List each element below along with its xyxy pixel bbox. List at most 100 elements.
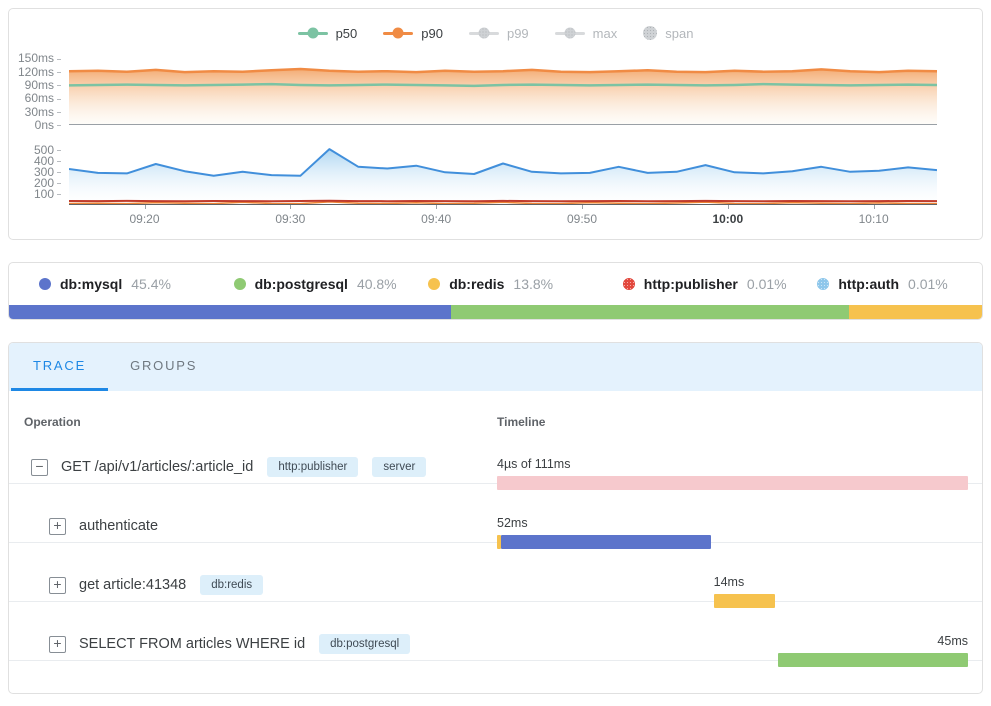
trace-rows: − GET /api/v1/articles/:article_id http:pu…	[9, 445, 982, 681]
distribution-dot-icon	[233, 278, 246, 290]
distribution-value: 13.8%	[513, 276, 554, 292]
y-axis-tick-label: 100	[34, 187, 61, 201]
y-axis-tick-label: 120ms	[18, 65, 61, 79]
duration-label: 4µs of 111ms	[497, 457, 571, 471]
legend-dot-icon	[643, 26, 658, 40]
tab-bar: TRACE GROUPS	[9, 343, 982, 391]
x-axis-tick-label: 09:50	[566, 212, 597, 226]
x-axis-tick-mark	[144, 205, 146, 209]
span-bar-segment[interactable]	[713, 594, 775, 608]
distribution-label: db:postgresql	[254, 276, 348, 292]
distribution-item-db:redis[interactable]: db:redis 13.8%	[398, 276, 593, 292]
timeline-cell: 14ms	[497, 563, 968, 622]
distribution-dot-icon	[622, 278, 635, 290]
latency-y-axis: 150ms 120ms 90ms 60ms 30ms 0ns	[9, 51, 61, 132]
chart-legend: p50 p90 p99 max span	[9, 21, 982, 45]
distribution-item-http:publisher[interactable]: http:publisher 0.01%	[593, 276, 788, 292]
x-axis-tick-mark	[581, 205, 583, 209]
x-axis-tick-mark	[727, 205, 729, 209]
tab-trace[interactable]: TRACE	[11, 343, 109, 391]
legend-label: p99	[506, 25, 529, 41]
span-bar-segment[interactable]	[778, 653, 968, 667]
distribution-item-db:mysql[interactable]: db:mysql 45.4%	[9, 276, 204, 292]
legend-label: p50	[335, 25, 358, 41]
collapse-button[interactable]: −	[31, 458, 48, 476]
x-axis-tick-mark	[290, 205, 292, 209]
distribution-label: db:redis	[449, 276, 505, 292]
distribution-label: http:publisher	[643, 276, 738, 292]
metrics-chart-panel: p50 p90 p99 max span 150ms 120ms 90ms 60ms 30ms 0…	[8, 8, 983, 240]
span-count-y-axis: 500 400 300 200 100	[9, 143, 61, 205]
legend-line-dot-icon	[383, 27, 414, 39]
y-axis-tick-label: 0ns	[35, 118, 61, 132]
legend-item-p99[interactable]: p99	[468, 25, 529, 41]
span-bar-segment[interactable]	[497, 535, 502, 549]
timeline-track-line	[9, 660, 982, 661]
legend-item-p90[interactable]: p90	[383, 26, 443, 41]
service-distribution-panel: db:mysql 45.4% db:postgresql 40.8% db:redis 1…	[8, 262, 983, 320]
duration-label: 14ms	[713, 575, 745, 589]
operation-name: get article:41348	[79, 577, 187, 593]
legend-label: span	[665, 25, 694, 41]
span-count-chart-canvas[interactable]	[69, 143, 937, 205]
operation-name: SELECT FROM articles WHERE id	[79, 636, 306, 652]
operation-name: GET /api/v1/articles/:article_id	[61, 459, 254, 475]
legend-item-max[interactable]: max	[554, 25, 618, 41]
distribution-value: 45.4%	[131, 276, 171, 292]
trace-table-header: Operation Timeline	[9, 391, 982, 445]
tag-badge: db:postgresql	[319, 634, 411, 654]
timeline-cell: 45ms	[497, 622, 968, 681]
distribution-dot-icon	[428, 278, 441, 290]
operation-column-header: Operation	[24, 415, 81, 429]
latency-chart-canvas[interactable]	[69, 55, 937, 125]
x-axis-tick-label: 09:30	[275, 212, 306, 226]
expand-button[interactable]: +	[49, 517, 66, 535]
span-bar-segment[interactable]	[501, 535, 712, 549]
expand-button[interactable]: +	[49, 576, 66, 594]
x-axis-tick-mark	[436, 205, 438, 209]
y-axis-tick-label: 90ms	[25, 78, 61, 92]
trace-panel: TRACE GROUPS Operation Timeline − GET /api…	[8, 342, 983, 694]
distribution-item-db:postgresql[interactable]: db:postgresql 40.8%	[204, 276, 399, 292]
trace-row[interactable]: + get article:41348 db:redis 14ms	[9, 563, 982, 622]
tag-badge: http:publisher	[267, 457, 359, 477]
tag-badge: server	[372, 457, 427, 477]
distribution-dot-icon	[817, 278, 830, 290]
legend-label: max	[592, 25, 618, 41]
distribution-bar-segment-db:mysql[interactable]	[9, 305, 451, 319]
distribution-value: 0.01%	[746, 276, 787, 292]
trace-row[interactable]: + SELECT FROM articles WHERE id db:postgre…	[9, 622, 982, 681]
legend-line-dot-icon	[554, 27, 585, 39]
distribution-bar-segment-db:redis[interactable]	[848, 305, 982, 319]
timeline-cell: 52ms	[497, 504, 968, 563]
timeline-track-line	[9, 483, 982, 484]
time-axis: 09:20 09:30 09:40 09:50 10:00 10:10	[69, 205, 937, 231]
legend-label: p90	[421, 25, 443, 41]
legend-item-span[interactable]: span	[643, 26, 693, 41]
legend-item-p50[interactable]: p50	[297, 25, 358, 41]
trace-row[interactable]: + authenticate 52ms	[9, 504, 982, 563]
y-axis-tick-label: 60ms	[25, 91, 61, 105]
span-bar-segment[interactable]	[497, 476, 968, 490]
x-axis-tick-label: 10:00	[712, 212, 744, 226]
timeline-cell: 4µs of 111ms	[497, 445, 968, 504]
distribution-dot-icon	[39, 278, 51, 290]
timeline-track-line	[9, 542, 982, 543]
distribution-value: 40.8%	[356, 276, 397, 292]
expand-button[interactable]: +	[49, 635, 66, 653]
tab-groups[interactable]: GROUPS	[130, 358, 198, 373]
duration-label: 52ms	[497, 516, 528, 530]
distribution-label: http:auth	[838, 276, 900, 292]
duration-label: 45ms	[937, 634, 968, 648]
distribution-bar-segment-db:postgresql[interactable]	[450, 305, 849, 319]
distribution-label: db:mysql	[60, 276, 123, 292]
y-axis-tick-label: 30ms	[25, 105, 61, 119]
x-axis-tick-label: 09:40	[421, 212, 452, 226]
distribution-item-http:auth[interactable]: http:auth 0.01%	[787, 276, 982, 292]
operation-name: authenticate	[79, 518, 159, 534]
x-axis-tick-mark	[873, 205, 875, 209]
tag-badge: db:redis	[200, 575, 264, 595]
trace-row[interactable]: − GET /api/v1/articles/:article_id http:pu…	[9, 445, 982, 504]
legend-line-dot-icon	[297, 27, 328, 39]
